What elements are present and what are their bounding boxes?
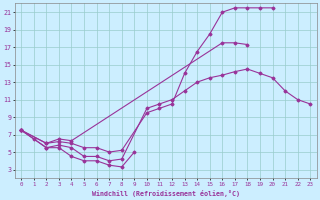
- X-axis label: Windchill (Refroidissement éolien,°C): Windchill (Refroidissement éolien,°C): [92, 190, 240, 197]
